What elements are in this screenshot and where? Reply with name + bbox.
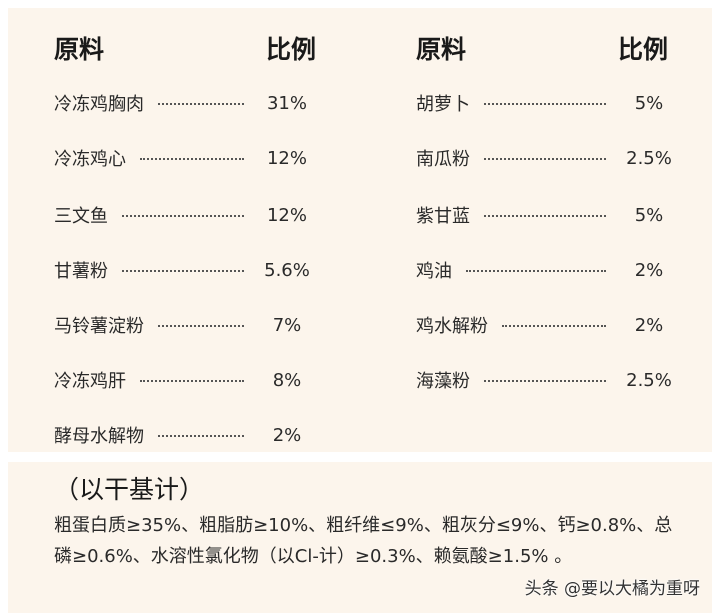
dotted-leader: [158, 325, 244, 327]
ingredient-row: 三文鱼 12%: [54, 200, 316, 230]
dotted-leader: [158, 435, 244, 437]
ingredient-ratio: 5%: [634, 92, 664, 114]
dotted-leader: [158, 103, 244, 105]
ingredient-ratio: 12%: [266, 147, 307, 169]
dotted-leader: [484, 380, 606, 382]
ingredient-name: 海藻粉: [416, 371, 470, 392]
header-ingredient: 原料: [54, 35, 105, 64]
ingredient-name: 三文鱼: [54, 206, 108, 227]
ingredient-row: 鸡水解粉 2%: [416, 310, 678, 340]
ingredient-ratio: 2%: [634, 259, 664, 281]
header-ratio: 比例: [617, 35, 668, 64]
ingredient-name: 胡萝卜: [416, 94, 470, 115]
column-header: 原料 比例: [54, 30, 316, 66]
dotted-leader: [502, 325, 606, 327]
ingredient-name: 鸡油: [416, 261, 452, 282]
dotted-leader: [466, 270, 606, 272]
ingredient-ratio: 8%: [272, 369, 302, 391]
dotted-leader: [122, 215, 244, 217]
ingredient-ratio: 5%: [634, 204, 664, 226]
header-ingredient: 原料: [416, 35, 467, 64]
dotted-leader: [140, 380, 244, 382]
dotted-leader: [484, 103, 606, 105]
ingredient-name: 南瓜粉: [416, 149, 470, 170]
ingredient-name: 冷冻鸡心: [54, 149, 126, 170]
ingredient-ratio: 7%: [272, 314, 302, 336]
ingredient-row: 南瓜粉 2.5%: [416, 143, 678, 173]
ingredient-name: 紫甘蓝: [416, 206, 470, 227]
ingredient-ratio: 2.5%: [626, 147, 672, 169]
dotted-leader: [484, 158, 606, 160]
ingredient-name: 冷冻鸡肝: [54, 371, 126, 392]
ingredient-ratio: 2%: [272, 424, 302, 446]
ingredient-name: 酵母水解物: [54, 426, 144, 447]
ingredient-name: 甘薯粉: [54, 261, 108, 282]
ingredient-row: 甘薯粉 5.6%: [54, 255, 316, 285]
ingredient-ratio: 31%: [266, 92, 307, 114]
ingredient-row: 鸡油 2%: [416, 255, 678, 285]
nutrition-analysis-panel: （以干基计） 粗蛋白质≥35%、粗脂肪≥10%、粗纤维≤9%、粗灰分≤9%、钙≥…: [8, 462, 712, 613]
ingredient-row: 海藻粉 2.5%: [416, 365, 678, 395]
dotted-leader: [484, 215, 606, 217]
ingredient-ratio: 12%: [266, 204, 307, 226]
column-header: 原料 比例: [416, 30, 678, 66]
ingredient-name: 马铃薯淀粉: [54, 316, 144, 337]
ingredient-row: 冷冻鸡胸肉 31%: [54, 88, 316, 118]
header-ratio: 比例: [265, 35, 316, 64]
ingredient-row: 冷冻鸡肝 8%: [54, 365, 316, 395]
ingredient-row: 胡萝卜 5%: [416, 88, 678, 118]
ingredient-row: 马铃薯淀粉 7%: [54, 310, 316, 340]
ingredient-row: 酵母水解物 2%: [54, 420, 316, 450]
ingredient-row: 紫甘蓝 5%: [416, 200, 678, 230]
ingredient-ratio: 2%: [634, 314, 664, 336]
ingredient-table-panel: 原料 比例 冷冻鸡胸肉 31% 冷冻鸡心 12% 三文鱼 12% 甘薯粉 5.6…: [8, 8, 712, 452]
ingredient-name: 鸡水解粉: [416, 316, 488, 337]
guaranteed-analysis-text: 粗蛋白质≥35%、粗脂肪≥10%、粗纤维≤9%、粗灰分≤9%、钙≥0.8%、总磷…: [54, 515, 673, 567]
ingredient-ratio: 2.5%: [626, 369, 672, 391]
dotted-leader: [140, 158, 244, 160]
dry-basis-title: （以干基计）: [54, 475, 205, 504]
dotted-leader: [122, 270, 244, 272]
ingredient-name: 冷冻鸡胸肉: [54, 94, 144, 115]
ingredient-row: 冷冻鸡心 12%: [54, 143, 316, 173]
ingredient-ratio: 5.6%: [264, 259, 310, 281]
watermark: 头条 @要以大橘为重呀: [524, 579, 700, 599]
